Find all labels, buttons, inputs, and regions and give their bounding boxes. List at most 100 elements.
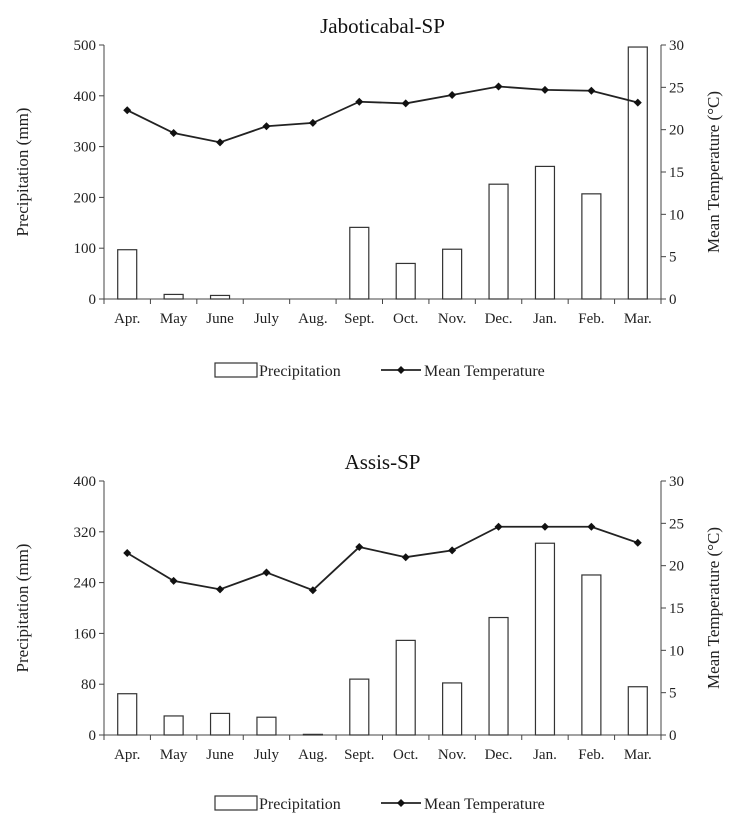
chart-1-temperature-point	[448, 90, 457, 99]
chart-2-y-tick-label: 240	[74, 576, 97, 592]
chart-1-y-tick-label: 400	[74, 89, 97, 105]
chart-2-y-tick-label: 80	[81, 677, 96, 693]
chart-2-precipitation-bar	[581, 574, 602, 736]
chart-2-precipitation-bar	[442, 682, 463, 736]
chart-2-y-axis-label: Precipitation (mm)	[13, 544, 32, 673]
chart-2-y2-tick-label: 10	[669, 643, 684, 659]
chart-2-x-tick-label: Mar.	[624, 747, 652, 763]
chart-2-temperature-point	[494, 522, 503, 531]
chart-2-temperature-point	[123, 548, 132, 557]
chart-1-y-tick-label: 300	[74, 140, 97, 156]
chart-1-precipitation-bar	[163, 293, 184, 300]
chart-1-precipitation-bar	[117, 249, 138, 300]
chart-1-temperature-line	[126, 85, 639, 144]
chart-2-legend-temperature-marker	[397, 799, 405, 807]
chart-2-temperature-point	[216, 585, 225, 594]
chart-2-precipitation-bar	[349, 678, 370, 736]
chart-1-temperature-point	[169, 129, 178, 138]
chart-2-x-tick-label: July	[254, 747, 280, 763]
chart-1-x-tick-label: Oct.	[393, 311, 418, 327]
chart-1-temperature-point	[262, 122, 271, 131]
chart-2-y2-axis-label: Mean Temperature (°C)	[704, 527, 723, 689]
chart-1-temperature-point	[355, 97, 364, 106]
chart-1-y2-axis-label: Mean Temperature (°C)	[704, 91, 723, 253]
chart-1-y-tick-label: 200	[74, 190, 97, 206]
chart-2-x-tick-label: May	[160, 747, 188, 763]
chart-2-x-tick-label: Feb.	[578, 747, 604, 763]
chart-2-x-tick-label: Oct.	[393, 747, 418, 763]
chart-2-precipitation-bar	[163, 715, 184, 736]
chart-1-legend-temperature-marker	[397, 366, 405, 374]
chart-2-legend-precipitation-swatch	[214, 795, 258, 811]
chart-1-y2-tick-label: 25	[669, 80, 684, 96]
chart-1-temperature-point	[308, 118, 317, 127]
chart-1-x-tick-label: Nov.	[438, 311, 467, 327]
chart-2-temperature-point	[540, 522, 549, 531]
chart-1-precipitation-bar	[488, 183, 509, 300]
chart-2-legend-precipitation-label: Precipitation	[259, 796, 341, 813]
chart-2-temperature-point	[169, 576, 178, 585]
chart-2-temperature-point	[262, 568, 271, 577]
chart-1-temperature-point	[540, 85, 549, 94]
chart-2-y2-tick-label: 20	[669, 559, 684, 575]
chart-1-precipitation-bar	[395, 262, 416, 300]
chart-1-x-tick-label: July	[254, 311, 280, 327]
chart-2-y2-tick-label: 15	[669, 601, 684, 617]
chart-1-x-tick-label: Sept.	[344, 311, 374, 327]
chart-1-legend-precipitation-label: Precipitation	[259, 363, 341, 380]
chart-2-temperature-point	[308, 586, 317, 595]
chart-1-y-tick-label: 0	[89, 292, 97, 308]
chart-1-y2-tick-label: 30	[669, 38, 684, 54]
chart-2-x-tick-label: Jan.	[533, 747, 557, 763]
chart-1-temperature-point	[633, 98, 642, 107]
chart-1-precipitation-bar	[209, 294, 231, 300]
chart-2-precipitation-bar	[209, 712, 231, 736]
chart-1-temperature-point	[587, 86, 596, 95]
chart-2-precipitation-bar	[117, 693, 138, 736]
chart-2-x-tick-label: Dec.	[485, 747, 513, 763]
chart-2-temperature-line	[126, 525, 639, 592]
chart-2-precipitation-bar	[627, 686, 648, 736]
chart-2-y-tick-label: 400	[74, 474, 97, 490]
chart-1-temperature-point	[494, 82, 503, 91]
chart-1-legend-precipitation-swatch	[214, 362, 258, 378]
chart-1-temperature-point	[216, 138, 225, 147]
chart-1-temperature-point	[401, 99, 410, 108]
chart-2-y2-tick-label: 25	[669, 516, 684, 532]
chart-2-x-tick-label: Sept.	[344, 747, 374, 763]
chart-2-temperature-point	[401, 553, 410, 562]
chart-1-title: Jaboticabal-SP	[320, 14, 445, 38]
chart-2-y2-tick-label: 0	[669, 728, 677, 744]
chart-1-y2-tick-label: 5	[669, 250, 677, 266]
chart-2-x-tick-label: Nov.	[438, 747, 467, 763]
chart-1-x-tick-label: June	[206, 311, 234, 327]
chart-2-x-tick-label: June	[206, 747, 234, 763]
chart-2-x-tick-label: Apr.	[114, 747, 140, 763]
chart-2-precipitation-bar	[302, 733, 323, 736]
chart-1-precipitation-bar	[442, 248, 463, 300]
chart-2-precipitation-bar	[488, 616, 509, 736]
chart-2-precipitation-bar	[534, 542, 556, 736]
chart-2-x-tick-label: Aug.	[298, 747, 328, 763]
chart-2-title: Assis-SP	[345, 450, 421, 474]
chart-1-y2-tick-label: 10	[669, 207, 684, 223]
chart-1-y2-tick-label: 15	[669, 165, 684, 181]
chart-2-precipitation-bar	[256, 716, 277, 736]
chart-2-y2-tick-label: 5	[669, 686, 677, 702]
chart-1-precipitation-bar	[627, 46, 648, 300]
chart-2-y2-tick-label: 30	[669, 474, 684, 490]
chart-1-precipitation-bar	[581, 193, 602, 300]
chart-1-y-axis-label: Precipitation (mm)	[13, 108, 32, 237]
chart-1-x-tick-label: Aug.	[298, 311, 328, 327]
chart-1-precipitation-bar	[349, 226, 370, 300]
chart-1-precipitation-bar	[534, 165, 556, 300]
chart-1-x-tick-label: Jan.	[533, 311, 557, 327]
chart-2-y-tick-label: 0	[89, 728, 97, 744]
chart-1-x-tick-label: Dec.	[485, 311, 513, 327]
chart-2-temperature-point	[448, 546, 457, 555]
chart-1-legend-temperature-label: Mean Temperature	[424, 363, 545, 380]
chart-1-temperature-point	[123, 106, 132, 115]
chart-1-y2-tick-label: 0	[669, 292, 677, 308]
